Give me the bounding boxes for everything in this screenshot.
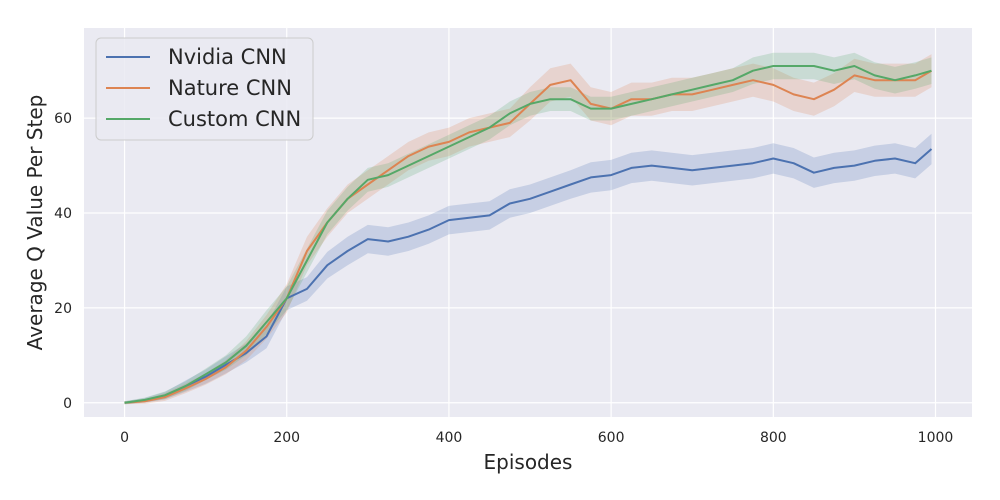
y-tick-label-20: 20 [54, 301, 72, 317]
legend: Nvidia CNN Nature CNN Custom CNN [95, 37, 314, 141]
legend-entry-nature-cnn: Nature CNN [106, 76, 292, 100]
x-tick-label-0: 0 [120, 430, 129, 446]
y-tick-label-0: 0 [63, 396, 72, 412]
x-tick-label-400: 400 [436, 430, 463, 446]
legend-box [95, 37, 314, 141]
x-axis-ticks: 0 200 400 600 800 1000 [120, 430, 953, 446]
band-nature-cnn [124, 54, 932, 405]
y-axis-ticks: 0 20 40 60 [54, 111, 72, 412]
legend-entry-custom-cnn: Custom CNN [106, 107, 301, 131]
series-line-custom-cnn [124, 65, 932, 404]
legend-label-nature-cnn: Nature CNN [168, 76, 292, 100]
x-tick-label-200: 200 [273, 430, 300, 446]
y-tick-label-60: 60 [54, 111, 72, 127]
legend-entry-nvidia-cnn: Nvidia CNN [106, 45, 287, 69]
y-axis-label: Average Q Value Per Step [23, 95, 47, 351]
grid [84, 28, 972, 417]
legend-label-nvidia-cnn: Nvidia CNN [168, 45, 287, 69]
series-line-nvidia-cnn [124, 148, 933, 404]
legend-label-custom-cnn: Custom CNN [168, 107, 301, 131]
y-tick-label-40: 40 [54, 206, 72, 222]
x-axis-label: Episodes [484, 450, 573, 474]
band-custom-cnn [124, 52, 932, 405]
x-tick-label-800: 800 [760, 430, 787, 446]
series-lines [124, 65, 933, 404]
x-tick-label-600: 600 [598, 430, 625, 446]
x-tick-label-1000: 1000 [918, 430, 954, 446]
